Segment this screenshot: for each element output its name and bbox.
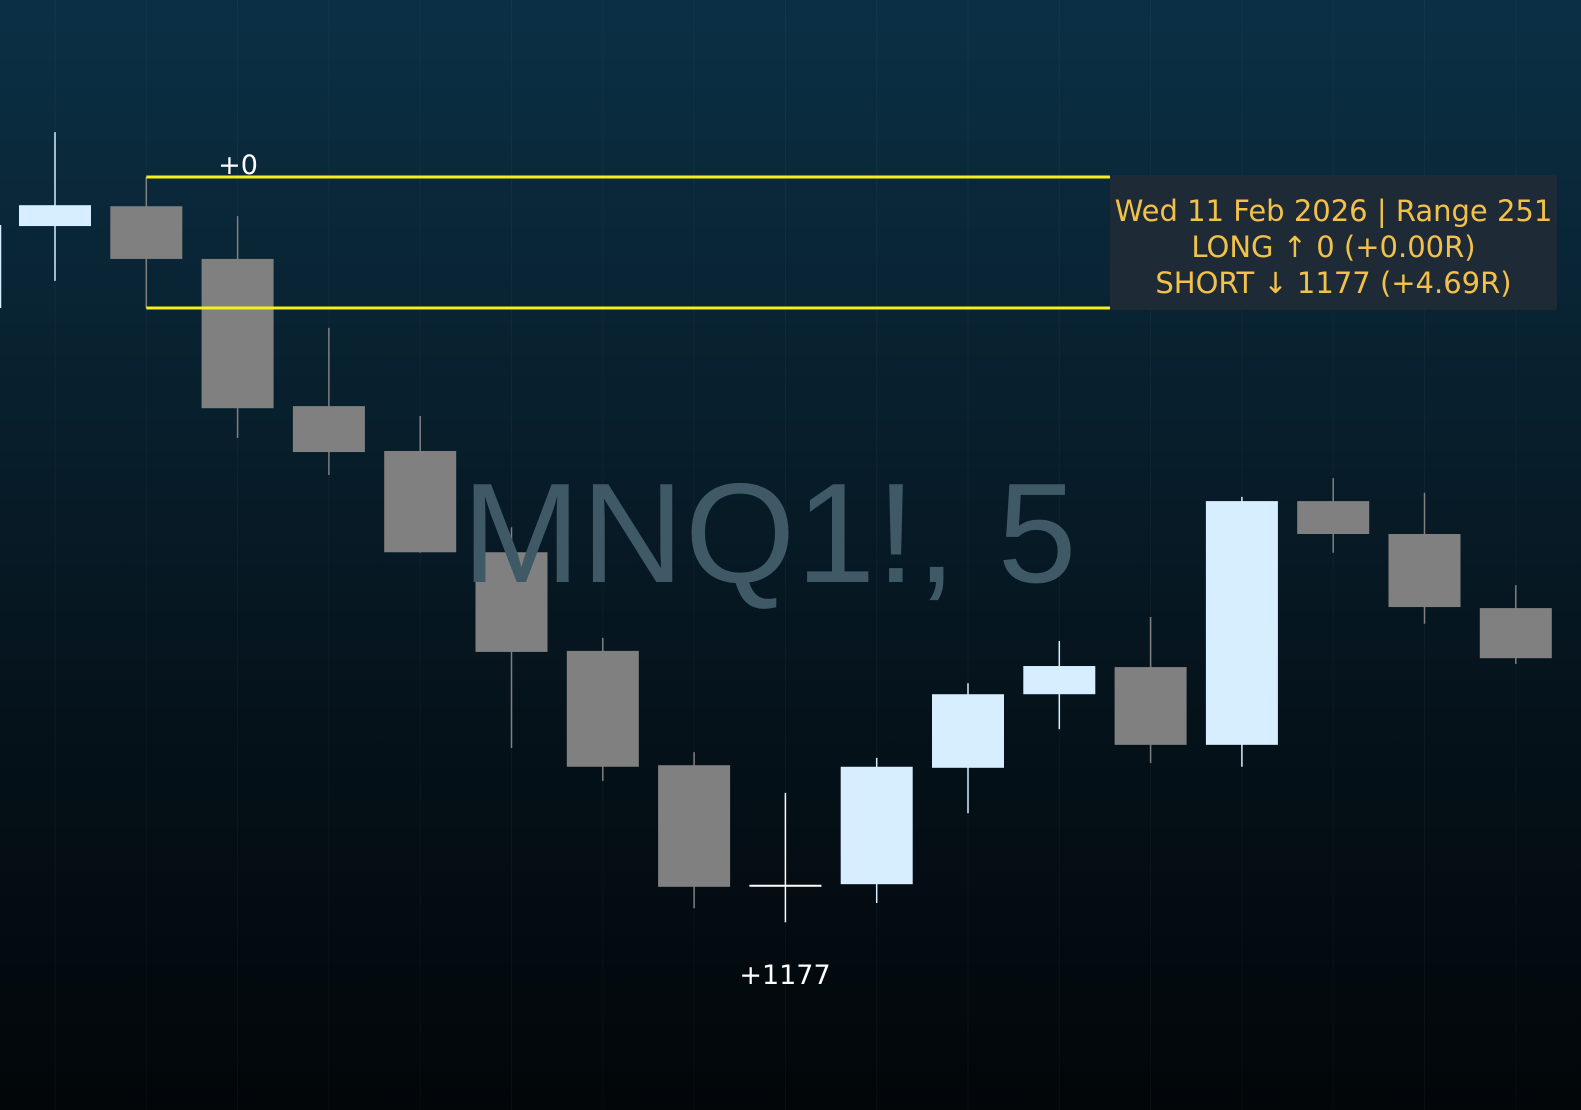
long-result-label: +0	[218, 150, 258, 181]
candle-body	[201, 258, 274, 409]
candle-body	[1205, 501, 1278, 745]
tooltip-date-range: Wed 11 Feb 2026 | Range 251	[1114, 194, 1553, 228]
short-result-label: +1177	[739, 960, 831, 991]
candle-body	[292, 406, 365, 453]
candle-body	[932, 694, 1004, 768]
candle-body	[1023, 666, 1096, 695]
tooltip-short: SHORT ↓ 1177 (+4.69R)	[1155, 266, 1512, 300]
tooltip-long: LONG ↑ 0 (+0.00R)	[1191, 230, 1476, 264]
candle-body	[1479, 608, 1552, 659]
symbol-watermark: MNQ1!, 5	[462, 454, 1078, 613]
candle-body	[658, 765, 731, 887]
candle-body	[566, 650, 639, 767]
candle-body	[1388, 533, 1461, 608]
candle-body	[1114, 667, 1187, 745]
candle-body	[19, 205, 91, 227]
range-tooltip: Wed 11 Feb 2026 | Range 251 LONG ↑ 0 (+0…	[1110, 175, 1557, 310]
candle-body	[749, 884, 822, 887]
candle-body	[1297, 501, 1370, 534]
candle-body	[110, 206, 183, 259]
candle-body	[384, 451, 457, 553]
candle-body	[475, 552, 548, 652]
candle-body	[840, 766, 913, 885]
